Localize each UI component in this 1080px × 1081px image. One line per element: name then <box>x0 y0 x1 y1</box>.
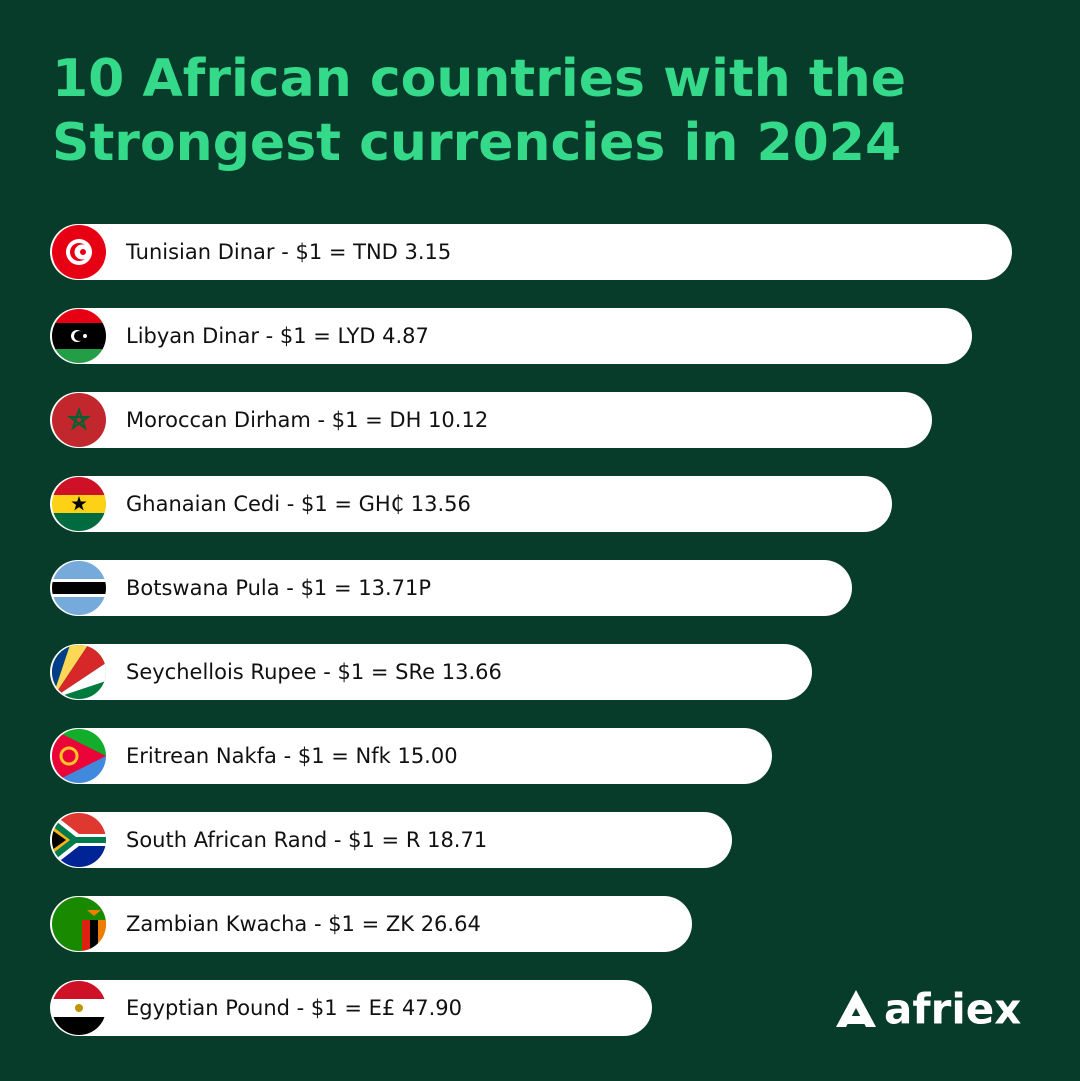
flag-shape <box>52 513 106 531</box>
logo-text: afriex <box>884 985 1021 1034</box>
flag-shape <box>74 331 84 341</box>
flag-shape <box>82 920 90 951</box>
currency-label: Egyptian Pound - $1 = E£ 47.90 <box>126 996 462 1020</box>
title-line: Strongest currencies in 2024 <box>52 113 901 173</box>
flag <box>52 645 106 699</box>
currency-row: Botswana Pula - $1 = 13.71P <box>50 560 852 616</box>
flag-shape <box>52 981 106 999</box>
row-pill <box>50 392 932 448</box>
flag-shape <box>98 920 106 951</box>
flag-shape <box>52 729 106 783</box>
currency-label: Seychellois Rupee - $1 = SRe 13.66 <box>126 660 502 684</box>
currency-row: Libyan Dinar - $1 = LYD 4.87 <box>50 308 972 364</box>
row-pill <box>50 308 972 364</box>
currency-row: Moroccan Dirham - $1 = DH 10.12 <box>50 392 932 448</box>
currency-row: Zambian Kwacha - $1 = ZK 26.64 <box>50 896 692 952</box>
flag <box>52 897 106 951</box>
currency-list: Tunisian Dinar - $1 = TND 3.15 Libyan Din… <box>50 224 1012 1036</box>
row-pill <box>50 644 812 700</box>
flag-shape <box>52 830 66 850</box>
flag <box>52 729 106 783</box>
currency-label: Ghanaian Cedi - $1 = GH₵ 13.56 <box>126 492 471 516</box>
flag-shape <box>52 477 106 495</box>
flag-shape <box>83 334 87 338</box>
currency-row: Eritrean Nakfa - $1 = Nfk 15.00 <box>50 728 772 784</box>
flag <box>52 477 106 531</box>
flag-shape <box>75 1004 83 1012</box>
logo: afriex <box>836 985 1021 1034</box>
flag-shape <box>71 496 87 511</box>
currency-label: Eritrean Nakfa - $1 = Nfk 15.00 <box>126 744 458 768</box>
flag-shape <box>90 920 98 951</box>
flag-shape <box>52 582 106 594</box>
currency-row: Ghanaian Cedi - $1 = GH₵ 13.56 <box>50 476 892 532</box>
flag-shape <box>52 1017 106 1035</box>
row-pill <box>50 560 852 616</box>
currency-row: South African Rand - $1 = R 18.71 <box>50 812 732 868</box>
flag <box>52 225 106 279</box>
flag <box>52 309 106 363</box>
flag <box>52 981 106 1035</box>
flag-shape <box>52 645 106 699</box>
currency-label: Zambian Kwacha - $1 = ZK 26.64 <box>126 912 481 936</box>
currency-label: Libyan Dinar - $1 = LYD 4.87 <box>126 324 429 348</box>
currency-row: Seychellois Rupee - $1 = SRe 13.66 <box>50 644 812 700</box>
title-line: 10 African countries with the <box>52 49 906 109</box>
flag-shape <box>52 818 106 862</box>
currency-row: Egyptian Pound - $1 = E£ 47.90 <box>50 980 652 1036</box>
currency-label: Moroccan Dirham - $1 = DH 10.12 <box>126 408 488 432</box>
flag-shape <box>87 910 101 916</box>
currency-row: Tunisian Dinar - $1 = TND 3.15 <box>50 224 1012 280</box>
flag <box>52 561 106 615</box>
flag-shape <box>52 663 106 699</box>
row-pill <box>50 980 652 1036</box>
row-pill <box>50 896 692 952</box>
currency-label: Botswana Pula - $1 = 13.71P <box>126 576 431 600</box>
row-pill <box>50 728 772 784</box>
row-pill <box>50 224 1012 280</box>
flag-shape <box>80 249 86 255</box>
row-pill <box>50 812 732 868</box>
currency-label: South African Rand - $1 = R 18.71 <box>126 828 487 852</box>
flag <box>52 813 106 867</box>
logo-icon <box>836 990 876 1027</box>
row-pill <box>50 476 892 532</box>
flag-shape <box>52 393 106 447</box>
currency-label: Tunisian Dinar - $1 = TND 3.15 <box>125 240 451 264</box>
flag-shape <box>66 406 92 431</box>
flag <box>52 393 106 447</box>
flag-shape <box>59 746 79 766</box>
